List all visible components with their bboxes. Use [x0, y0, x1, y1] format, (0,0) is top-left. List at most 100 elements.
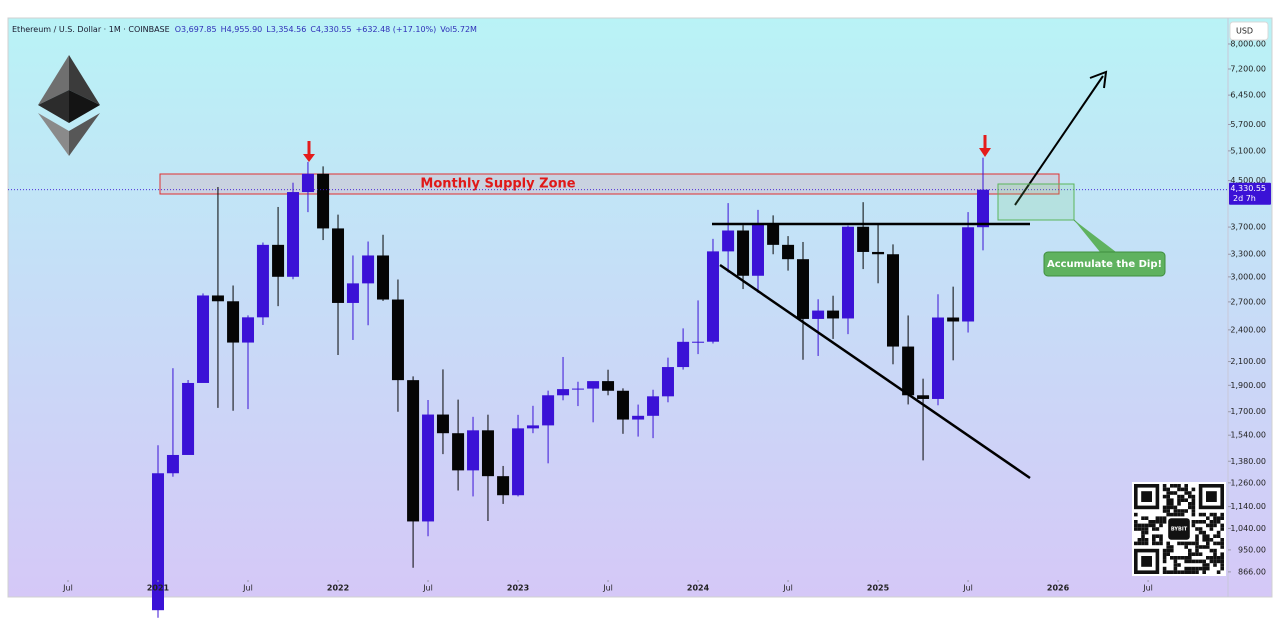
qr-module: [1220, 563, 1224, 567]
qr-module: [1177, 494, 1181, 499]
qr-module: [1195, 548, 1199, 553]
candle-body: [947, 317, 960, 322]
qr-module: [1195, 559, 1199, 564]
qr-module: [1195, 520, 1199, 524]
x-tick-label: 2025: [867, 584, 890, 593]
qr-module: [1202, 538, 1206, 542]
qr-module: [1180, 509, 1185, 513]
qr-module: [1152, 520, 1156, 524]
qr-module: [1188, 552, 1192, 556]
qr-module: [1166, 548, 1170, 553]
qr-module: [1155, 520, 1160, 524]
qr-module: [1137, 538, 1142, 542]
qr-module: [1141, 534, 1145, 538]
qr-module: [1206, 534, 1210, 538]
countdown: 2d 7h: [1233, 194, 1256, 203]
candle-body: [902, 346, 915, 396]
qr-module: [1206, 541, 1210, 546]
candle-body: [272, 244, 285, 277]
qr-module: [1198, 512, 1203, 517]
qr-module: [1180, 512, 1185, 517]
qr-module: [1159, 520, 1163, 524]
qr-module: [1195, 527, 1199, 531]
qr-module: [1166, 487, 1170, 492]
qr-module: [1191, 509, 1196, 513]
qr-module: [1144, 516, 1149, 520]
qr-module: [1166, 552, 1170, 556]
ohlc-open: O3,697.85: [175, 25, 217, 34]
candle-body: [841, 226, 854, 319]
x-tick-label: Jul: [782, 584, 793, 593]
qr-module: [1202, 545, 1206, 549]
y-tick-label: 1,900.00: [1230, 381, 1266, 390]
qr-module: [1198, 566, 1203, 571]
qr-module: [1137, 527, 1142, 531]
qr-finder: [1206, 491, 1217, 502]
qr-module: [1202, 512, 1206, 517]
qr-module: [1180, 494, 1185, 499]
qr-module: [1206, 538, 1210, 542]
qr-module: [1159, 516, 1163, 520]
candle-body: [346, 283, 359, 303]
candle-body: [452, 433, 465, 471]
qr-module: [1220, 516, 1224, 520]
qr-module: [1155, 516, 1160, 520]
qr-module: [1209, 512, 1214, 517]
qr-module: [1206, 566, 1210, 571]
qr-module: [1209, 523, 1214, 528]
qr-module: [1195, 552, 1199, 556]
qr-module: [1191, 552, 1196, 556]
qr-module: [1216, 534, 1221, 538]
qr-module: [1162, 559, 1167, 564]
qr-module: [1170, 505, 1174, 510]
qr-module: [1152, 534, 1156, 538]
qr-module: [1213, 523, 1217, 528]
currency-box: [1229, 21, 1269, 41]
x-tick-label: 2022: [327, 584, 349, 593]
candle-body: [917, 395, 930, 399]
qr-module: [1202, 530, 1206, 535]
qr-module: [1213, 548, 1217, 553]
qr-module: [1141, 523, 1145, 528]
qr-module: [1166, 512, 1170, 517]
candle-body: [497, 476, 510, 496]
y-tick-label: 1,540.00: [1230, 431, 1266, 440]
qr-module: [1134, 512, 1138, 517]
qr-finder: [1141, 556, 1152, 567]
qr-module: [1198, 520, 1203, 524]
qr-module: [1159, 538, 1163, 542]
qr-module: [1144, 538, 1149, 542]
qr-module: [1220, 566, 1224, 571]
qr-module: [1206, 556, 1210, 560]
qr-module: [1162, 566, 1167, 571]
candle-body: [152, 473, 165, 611]
y-tick-label: 1,700.00: [1230, 407, 1266, 416]
qr-module: [1206, 523, 1210, 528]
candle-body: [436, 414, 449, 434]
qr-module: [1184, 556, 1188, 560]
candle-body: [332, 228, 345, 303]
ohlc-change: +632.48 (+17.10%): [356, 25, 437, 34]
qr-module: [1195, 538, 1199, 542]
qr-module: [1144, 541, 1149, 546]
qr-module: [1170, 498, 1174, 502]
qr-module: [1191, 498, 1196, 502]
qr-module: [1184, 570, 1188, 574]
candle-body: [677, 341, 690, 368]
qr-module: [1162, 487, 1167, 492]
qr-module: [1184, 484, 1188, 488]
qr-module: [1177, 498, 1181, 502]
qr-module: [1220, 527, 1224, 531]
qr-module: [1159, 534, 1163, 538]
ohlc-high: H4,955.90: [221, 25, 263, 34]
candle-body: [481, 430, 494, 477]
qr-module: [1206, 516, 1210, 520]
qr-module: [1166, 541, 1170, 546]
qr-module: [1144, 523, 1149, 528]
qr-module: [1220, 559, 1224, 564]
candle-body: [692, 341, 705, 343]
qr-module: [1216, 556, 1221, 560]
supply-zone: [159, 173, 1060, 195]
qr-module: [1202, 520, 1206, 524]
